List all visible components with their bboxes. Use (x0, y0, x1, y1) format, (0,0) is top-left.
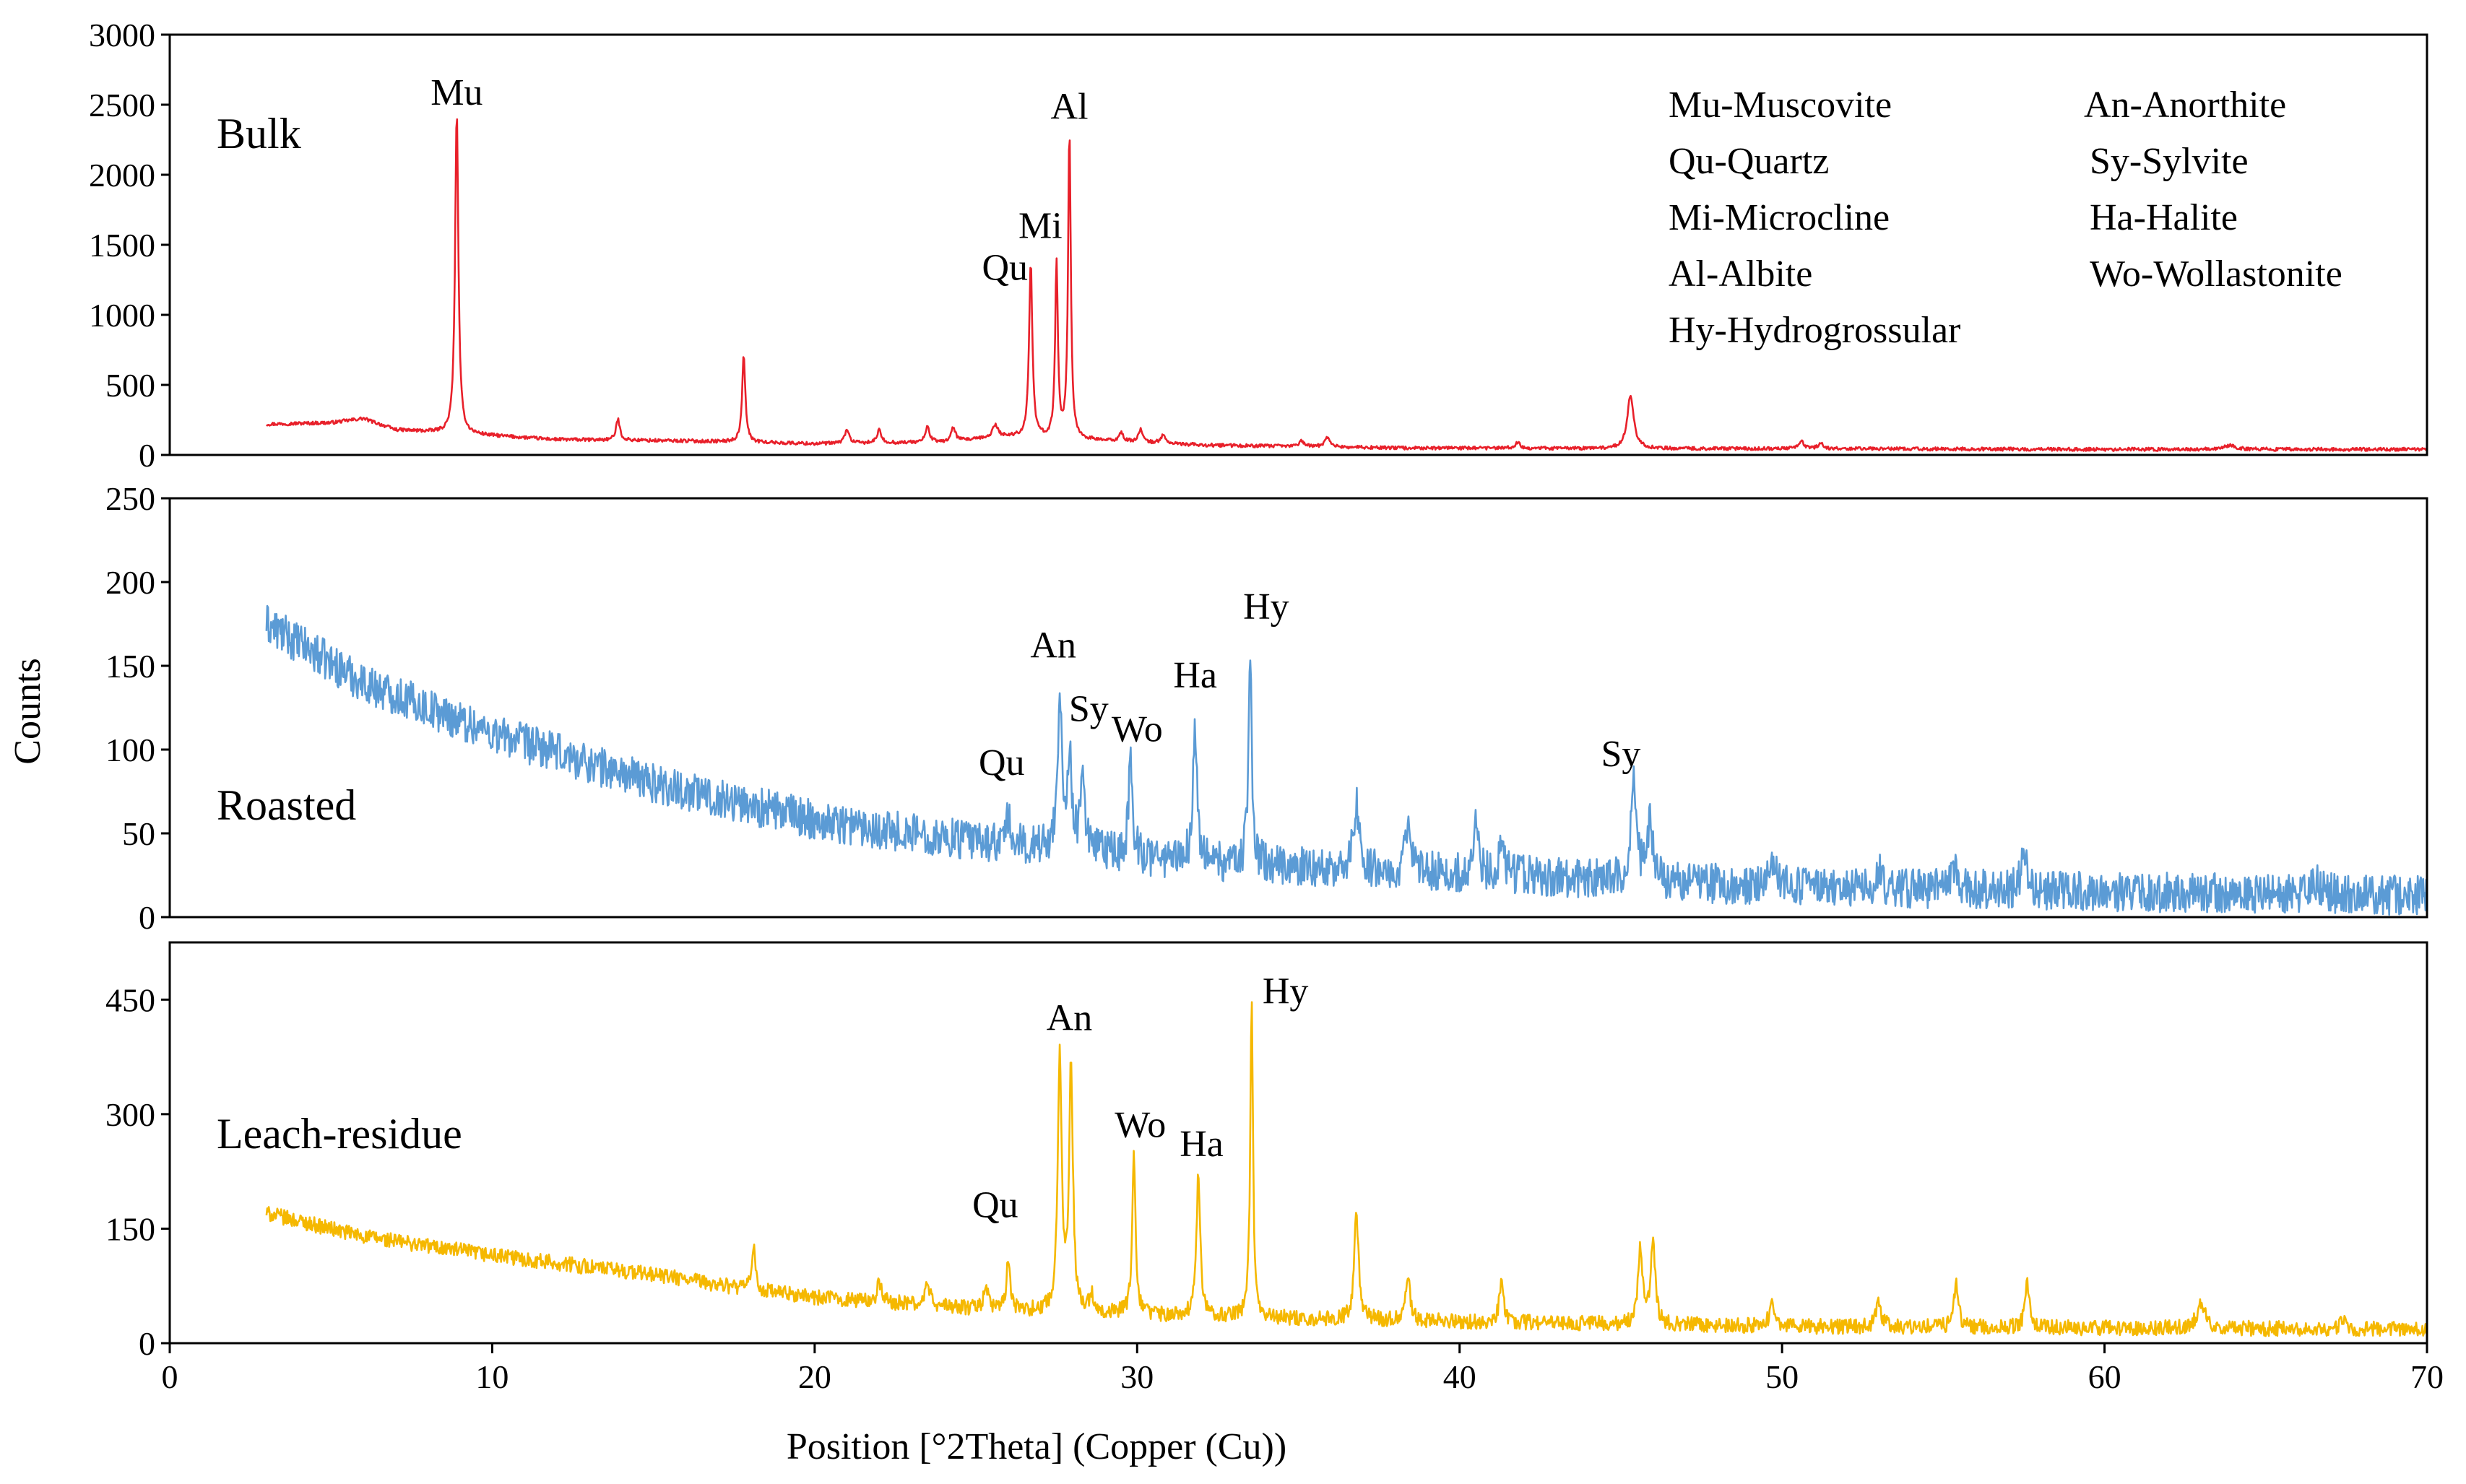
y-tick-label: 50 (122, 815, 155, 852)
legend-item: Sy-Sylvite (2090, 141, 2249, 182)
legend-item: Hy-Hydrogrossular (1669, 310, 1960, 351)
x-tick-label: 0 (162, 1358, 178, 1395)
peak-label: Ha (1173, 655, 1217, 696)
y-tick-label: 250 (105, 480, 155, 517)
peak-label: Hy (1243, 586, 1289, 628)
y-tick-label: 300 (105, 1096, 155, 1133)
legend-item: Wo-Wollastonite (2090, 253, 2342, 295)
y-tick-label: 200 (105, 564, 155, 601)
legend-item: Mu-Muscovite (1669, 84, 1892, 126)
peak-label: Wo (1115, 1105, 1166, 1146)
panel-leach-residue: 0 150 300 450 Leach-residue Qu An Wo Ha Hy (105, 941, 2428, 1362)
y-tick-label: 3000 (89, 17, 155, 53)
y-tick-label: 2000 (89, 157, 155, 194)
legend-item: Al-Albite (1669, 253, 1812, 295)
legend-item: Qu-Quartz (1669, 141, 1829, 182)
plot-frame (168, 497, 2428, 919)
peak-label: Mi (1018, 205, 1063, 246)
y-tick-label: 150 (105, 648, 155, 685)
plot-frame (168, 941, 2428, 1345)
y-tick-label: 500 (105, 367, 155, 404)
y-axis-title: Counts (7, 658, 48, 764)
x-tick-label: 40 (1443, 1358, 1476, 1395)
peak-label: Wo (1112, 708, 1163, 750)
peak-label: An (1030, 625, 1076, 666)
peak-label: Al (1051, 86, 1089, 127)
peak-label: An (1047, 998, 1093, 1039)
peak-label: Qu (972, 1185, 1018, 1226)
peak-label: Ha (1180, 1124, 1224, 1165)
y-tick-label: 0 (139, 1325, 155, 1362)
peak-label: Sy (1069, 689, 1109, 730)
x-tick-label: 70 (2410, 1358, 2444, 1395)
legend-item: Ha-Halite (2090, 197, 2238, 238)
x-tick-label: 30 (1120, 1358, 1154, 1395)
x-tick-label: 20 (798, 1358, 831, 1395)
peak-label: Mu (431, 72, 483, 113)
y-tick-label: 450 (105, 981, 155, 1018)
x-axis-title: Position [°2Theta] (Copper (Cu)) (787, 1426, 1286, 1467)
y-tick-label: 0 (139, 437, 155, 474)
panel-label: Roasted (217, 781, 356, 829)
x-tick-label: 60 (2088, 1358, 2121, 1395)
panel-label: Leach-residue (217, 1110, 462, 1158)
peak-label: Qu (982, 248, 1028, 289)
series-line (266, 118, 2428, 452)
y-tick-label: 0 (139, 899, 155, 936)
peak-label: Sy (1601, 734, 1640, 775)
series-line (265, 604, 2428, 916)
y-tick-label: 1500 (89, 227, 155, 264)
peak-label: Hy (1263, 971, 1309, 1012)
x-tick-label: 10 (475, 1358, 509, 1395)
series-line (265, 1001, 2428, 1337)
y-tick-label: 150 (105, 1210, 155, 1247)
y-tick-label: 2500 (89, 87, 155, 123)
y-tick-label: 1000 (89, 297, 155, 334)
legend-item: An-Anorthite (2084, 84, 2286, 126)
legend: Mu-Muscovite Qu-Quartz Mi-Microcline Al-… (1669, 84, 2342, 351)
y-tick-label: 100 (105, 732, 155, 768)
legend-item: Mi-Microcline (1669, 197, 1890, 238)
x-tick-label: 50 (1765, 1358, 1799, 1395)
panel-label: Bulk (217, 110, 301, 157)
x-axis-ticks: 0 10 20 30 40 50 60 70 (162, 1343, 2444, 1395)
panels: 050010001500200025003000BulkMuQuMiAl0501… (89, 17, 2428, 1362)
peak-label: Qu (979, 742, 1025, 784)
